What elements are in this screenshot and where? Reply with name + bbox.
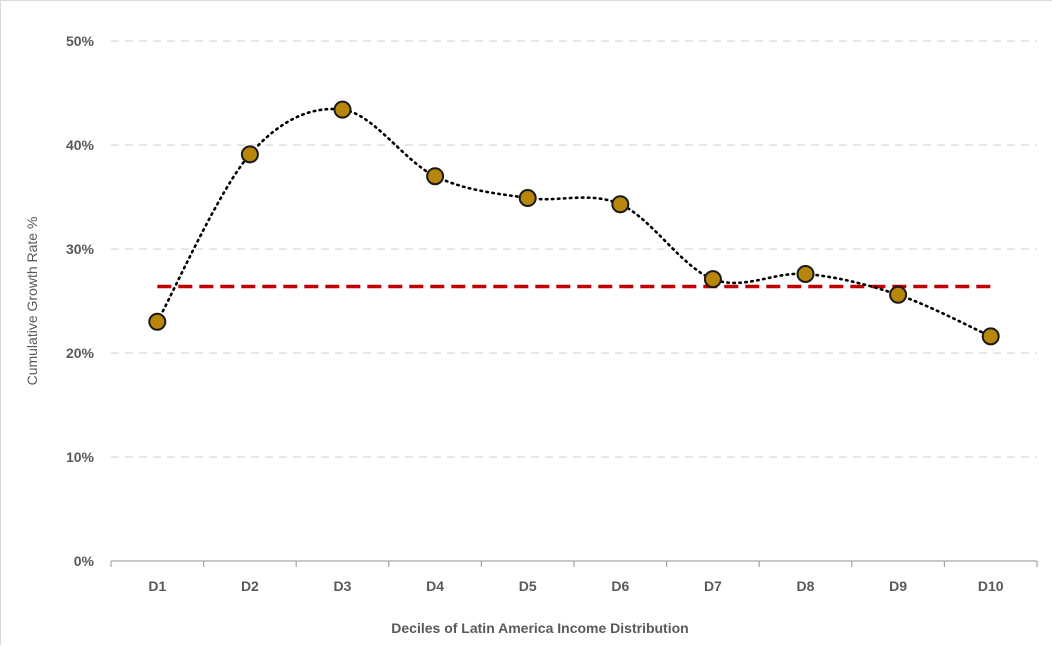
y-tick-label: 10% [66, 449, 95, 465]
x-tick-label: D4 [426, 578, 444, 594]
data-point [333, 100, 352, 119]
data-point [889, 285, 908, 304]
y-axis-title: Cumulative Growth Rate % [24, 217, 40, 386]
y-tick-label: 40% [66, 137, 95, 153]
x-tick-label: D3 [334, 578, 352, 594]
gridlines [111, 40, 1037, 458]
data-point [518, 189, 537, 208]
x-tick-label: D5 [519, 578, 537, 594]
axes: 0% 10% 20% 30% 40% 50% D1 D2 D3 D4 D5 D6 D7 D8 D9 D10 [66, 33, 1038, 594]
x-tick-label: D6 [611, 578, 629, 594]
data-point [981, 327, 1000, 346]
x-tick-label: D10 [978, 578, 1004, 594]
x-tick-label: D2 [241, 578, 259, 594]
series [148, 100, 1000, 346]
data-point [611, 195, 630, 214]
x-tick-label: D9 [889, 578, 907, 594]
growth-curve [156, 107, 992, 338]
y-tick-label: 50% [66, 33, 95, 49]
y-tick-label: 30% [66, 241, 95, 257]
x-tick-label: D7 [704, 578, 722, 594]
data-point [703, 270, 722, 289]
data-point [240, 145, 259, 164]
x-tick-label: D8 [797, 578, 815, 594]
x-axis-title: Deciles of Latin America Income Distribu… [391, 620, 688, 636]
data-point [796, 264, 815, 283]
y-tick-label: 20% [66, 345, 95, 361]
data-point [148, 312, 167, 331]
y-tick-label: 0% [74, 553, 95, 569]
x-tick-label: D1 [148, 578, 166, 594]
data-point [426, 167, 445, 186]
